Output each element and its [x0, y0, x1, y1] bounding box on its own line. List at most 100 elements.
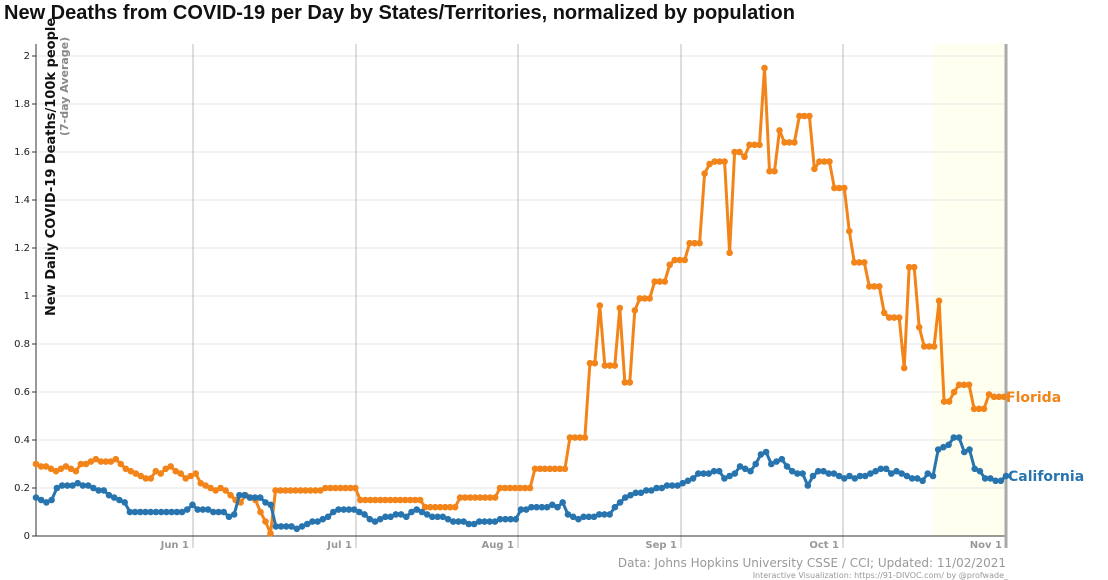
data-point — [102, 458, 110, 465]
data-point — [32, 460, 40, 468]
data-point — [616, 499, 624, 506]
data-point — [356, 508, 363, 516]
data-point — [387, 513, 394, 521]
data-point — [43, 499, 50, 506]
data-point — [781, 139, 788, 146]
data-point — [110, 494, 118, 501]
data-point — [362, 496, 369, 504]
data-point — [236, 491, 243, 499]
credit-link[interactable]: Interactive Visualization: https://91-DI… — [752, 571, 1008, 580]
data-point — [705, 470, 712, 477]
data-point — [163, 508, 170, 516]
data-point — [204, 506, 212, 513]
data-point — [272, 523, 280, 530]
data-point — [376, 515, 384, 523]
data-point — [392, 496, 399, 504]
data-point — [403, 513, 410, 521]
data-point — [606, 511, 613, 518]
data-point — [460, 518, 467, 525]
data-point — [726, 249, 733, 257]
y-tick-label: 1.6 — [14, 147, 30, 158]
data-point — [217, 484, 224, 492]
data-point — [566, 434, 574, 441]
y-tick-label: 2 — [24, 51, 30, 62]
series-california: California — [32, 434, 1084, 533]
data-point — [581, 434, 589, 441]
data-point — [87, 458, 95, 465]
data-point — [835, 472, 843, 480]
data-point — [401, 496, 409, 504]
data-point — [361, 511, 368, 518]
data-point — [804, 482, 812, 489]
data-point — [731, 470, 739, 477]
data-point — [173, 508, 181, 516]
data-point — [517, 506, 525, 513]
data-point — [611, 503, 619, 511]
data-point — [961, 448, 968, 456]
data-point — [551, 465, 559, 473]
data-point — [62, 463, 70, 470]
data-point — [679, 479, 686, 487]
data-point — [856, 472, 864, 480]
data-point — [836, 184, 843, 192]
data-point — [431, 503, 439, 511]
data-point — [841, 475, 848, 482]
data-point — [92, 455, 100, 463]
x-tick-label: Nov 1 — [970, 540, 1002, 551]
data-point — [502, 515, 509, 523]
data-point — [806, 112, 813, 120]
data-point — [752, 460, 759, 468]
data-point — [976, 467, 984, 475]
data-point — [192, 470, 199, 477]
data-point — [908, 475, 916, 482]
data-point — [79, 482, 87, 489]
data-point — [283, 523, 290, 530]
data-point — [701, 170, 708, 177]
x-tick-label: Aug 1 — [482, 540, 514, 551]
data-point — [684, 477, 692, 485]
data-point — [791, 139, 798, 146]
data-point — [637, 489, 645, 497]
data-point — [246, 494, 254, 501]
data-point — [292, 487, 299, 494]
data-point — [307, 487, 314, 494]
data-point — [507, 515, 514, 523]
data-point — [522, 506, 530, 513]
series-label-florida: Florida — [1006, 390, 1061, 406]
data-point — [423, 511, 431, 518]
data-point — [549, 501, 556, 509]
data-point — [37, 496, 45, 504]
data-point — [747, 467, 754, 475]
y-tick-label: 0.2 — [14, 483, 30, 494]
data-point — [371, 518, 379, 525]
data-point — [726, 472, 733, 480]
data-point — [372, 496, 379, 504]
data-point — [486, 494, 494, 501]
data-point — [554, 503, 561, 511]
data-point — [846, 472, 853, 480]
data-point — [47, 465, 55, 473]
data-point — [82, 460, 90, 468]
y-tick-label: 1 — [24, 291, 30, 302]
data-point — [731, 148, 738, 156]
data-point — [267, 501, 275, 509]
data-point — [105, 491, 113, 499]
data-point — [653, 484, 660, 492]
data-point — [267, 530, 274, 537]
data-point — [272, 487, 279, 494]
series-florida: Florida — [32, 64, 1061, 537]
data-point — [940, 443, 947, 451]
data-point — [132, 470, 140, 477]
series-label-california: California — [1008, 469, 1084, 485]
data-point — [710, 467, 718, 475]
y-tick-label: 0.8 — [14, 339, 30, 350]
data-point — [337, 484, 344, 492]
series-group: Florida California — [32, 64, 1084, 537]
data-point — [751, 141, 758, 149]
data-point — [940, 398, 948, 405]
data-point — [382, 513, 389, 521]
data-point — [676, 256, 683, 264]
data-point — [631, 307, 639, 314]
data-point — [277, 487, 284, 494]
data-point — [182, 475, 189, 482]
